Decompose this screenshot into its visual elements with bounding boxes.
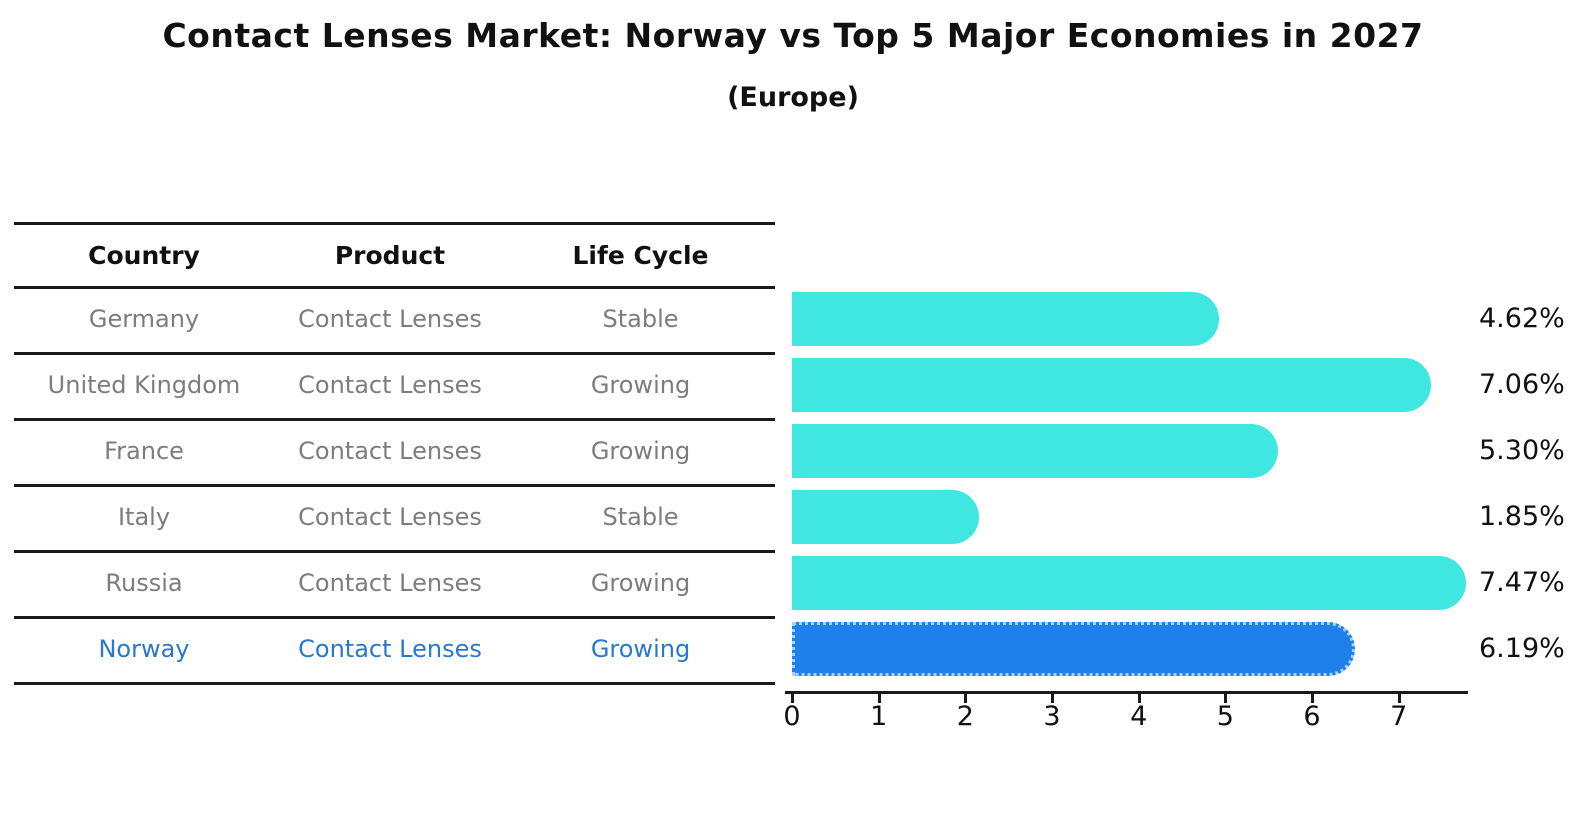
value-label-italy: 1.85% [1479, 501, 1565, 532]
cell-country: Italy [117, 503, 171, 531]
table-header-line [14, 286, 775, 289]
cell-country: United Kingdom [47, 371, 241, 399]
x-axis-tick-label: 1 [870, 701, 888, 732]
x-axis-tick [791, 694, 794, 703]
table-row: Norway Contact Lenses Growing [14, 616, 775, 682]
cell-life-cycle: Growing [590, 437, 691, 465]
value-label-russia: 7.47% [1479, 567, 1565, 598]
x-axis-tick-label: 3 [1043, 701, 1061, 732]
value-label-germany: 4.62% [1479, 303, 1565, 334]
value-label-united-kingdom: 7.06% [1479, 369, 1565, 400]
x-axis-tick [1137, 694, 1141, 703]
cell-product: Contact Lenses [298, 503, 482, 531]
x-axis-tick [1397, 694, 1401, 703]
cell-product: Contact Lenses [298, 371, 482, 399]
cell-product: Contact Lenses [298, 437, 482, 465]
table-top-line [14, 222, 775, 225]
cell-product: Contact Lenses [298, 305, 482, 333]
table-row: Russia Contact Lenses Growing [14, 550, 775, 616]
table-header-row: Country Product Life Cycle [14, 225, 775, 286]
cell-life-cycle: Stable [602, 305, 679, 333]
value-label-france: 5.30% [1479, 435, 1565, 466]
table-row-line [14, 484, 775, 487]
x-axis-tick-label: 0 [783, 701, 801, 732]
cell-life-cycle: Growing [590, 635, 691, 663]
x-axis-tick-label: 6 [1303, 701, 1321, 732]
bar-italy [792, 490, 980, 544]
x-axis-tick [964, 694, 968, 703]
table-row: United Kingdom Contact Lenses Growing [14, 352, 775, 418]
cell-country: France [104, 437, 184, 465]
bar-russia [792, 556, 1467, 610]
x-axis-tick [877, 694, 881, 703]
cell-life-cycle: Stable [602, 503, 679, 531]
bar-plot-area [792, 286, 1468, 682]
value-label-norway: 6.19% [1479, 633, 1565, 664]
x-axis-tick-label: 2 [956, 701, 974, 732]
column-header-product: Product [334, 241, 446, 270]
x-axis-tick-label: 7 [1390, 701, 1408, 732]
cell-product: Contact Lenses [298, 635, 482, 663]
bar-norway [792, 622, 1356, 676]
table-row: Italy Contact Lenses Stable [14, 484, 775, 550]
table-row-line [14, 616, 775, 619]
x-axis-tick [1051, 694, 1054, 703]
column-header-country: Country [88, 241, 200, 270]
x-axis-tick-label: 4 [1130, 701, 1148, 732]
bar-united-kingdom [792, 358, 1431, 412]
cell-country: Germany [88, 305, 200, 333]
cell-country: Norway [98, 635, 190, 663]
column-header-life-cycle: Life Cycle [572, 241, 709, 270]
page-title: Contact Lenses Market: Norway vs Top 5 M… [162, 16, 1424, 55]
cell-life-cycle: Growing [590, 569, 691, 597]
x-axis-tick-label: 5 [1216, 701, 1234, 732]
x-axis-line [785, 691, 1468, 694]
x-axis-tick [1311, 694, 1314, 703]
page-subtitle: (Europe) [727, 82, 859, 113]
table-row-line [14, 418, 775, 421]
table-row: Germany Contact Lenses Stable [14, 286, 775, 352]
bar-france [792, 424, 1279, 478]
table-row: France Contact Lenses Growing [14, 418, 775, 484]
cell-country: Russia [105, 569, 183, 597]
table-row-line [14, 352, 775, 355]
table-bottom-line [14, 682, 775, 685]
cell-product: Contact Lenses [298, 569, 482, 597]
bar-germany [792, 292, 1220, 346]
cell-life-cycle: Growing [590, 371, 691, 399]
x-axis-tick [1224, 694, 1228, 703]
table-row-line [14, 550, 775, 553]
